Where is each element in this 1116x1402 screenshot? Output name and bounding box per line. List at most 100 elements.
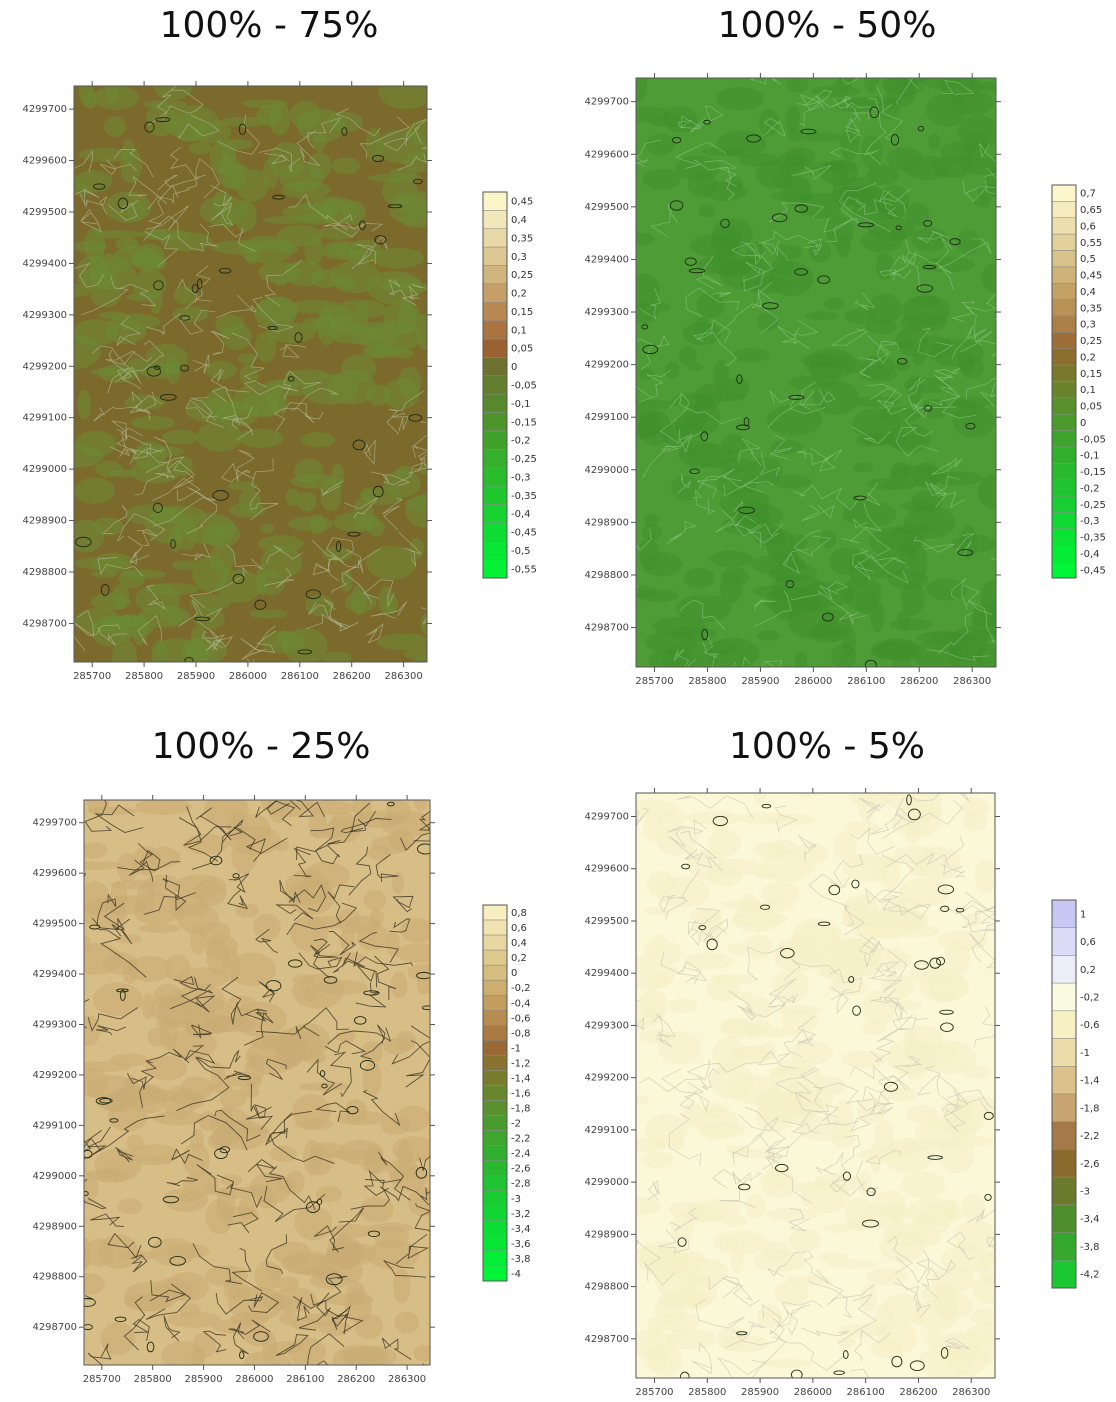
colorbar-swatch [482, 994, 508, 1011]
colorbar-label: -3,8 [1080, 1242, 1100, 1253]
y-tick-label: 4299100 [584, 1125, 629, 1136]
colorbar-swatch [482, 919, 508, 936]
colorbar-label: 0,1 [511, 325, 527, 336]
colorbar-swatch [1051, 899, 1077, 928]
colorbar-label: 0,25 [1080, 336, 1102, 347]
colorbar-swatch [482, 1205, 508, 1222]
colorbar-label: -0,6 [511, 1013, 531, 1024]
x-tick-label: 286200 [899, 1387, 937, 1398]
colorbar-label: -1,4 [511, 1073, 531, 1084]
colorbar-label: -0,25 [1080, 500, 1106, 511]
x-tick-label: 286000 [794, 676, 832, 687]
y-tick-label: 4298800 [584, 570, 629, 581]
y-tick-label: 4298700 [22, 618, 67, 629]
colorbar-swatch [482, 1055, 508, 1071]
chart-panel-100-25: 100% - 25% 285700 285800 285900 286000 28610… [0, 701, 558, 1402]
y-tick-label: 4298900 [22, 516, 67, 527]
colorbar-label: 0,55 [1080, 238, 1102, 249]
colorbar-label: -3,4 [1080, 1214, 1100, 1225]
colorbar-swatch [482, 1070, 508, 1086]
colorbar-swatch [482, 904, 508, 921]
colorbar-swatch [1051, 217, 1077, 235]
colorbar-label: -0,3 [1080, 516, 1100, 527]
colorbar-swatch [1051, 397, 1077, 415]
y-tick-label: 4299000 [584, 465, 629, 476]
colorbar-label: -0,25 [511, 454, 537, 465]
colorbar-swatch [482, 302, 508, 321]
x-tick-label: 286200 [333, 671, 371, 682]
colorbar-swatch [482, 375, 508, 395]
colorbar-swatch [482, 320, 508, 340]
x-tick-label: 285900 [184, 1374, 222, 1385]
colorbar-label: -0,15 [511, 417, 537, 428]
colorbar-label: -3 [511, 1194, 521, 1205]
colorbar-swatch [1051, 927, 1077, 956]
y-tick-label: 4299700 [584, 812, 629, 823]
colorbar-swatch [482, 357, 508, 377]
y-tick-label: 4299400 [32, 969, 77, 980]
colorbar-swatch [482, 964, 508, 981]
x-tick-label: 286300 [388, 1374, 426, 1385]
colorbar-swatch [1051, 512, 1077, 530]
colorbar-label: -0,6 [1080, 1020, 1100, 1031]
colorbar-swatch [482, 1220, 508, 1237]
colorbar-swatch [1051, 233, 1077, 251]
colorbar-label: 0,45 [511, 197, 533, 208]
y-tick-label: 4298900 [584, 1229, 629, 1240]
colorbar-label: 0,7 [1080, 189, 1096, 200]
colorbar-label: -3,8 [511, 1254, 531, 1265]
colorbar-label: -0,3 [511, 472, 531, 483]
colorbar-label: -0,8 [511, 1028, 531, 1039]
colorbar-swatch [1051, 348, 1077, 366]
y-tick-label: 4299300 [32, 1019, 77, 1030]
colorbar-label: 0,3 [511, 252, 527, 263]
y-tick-label: 4298900 [584, 517, 629, 528]
colorbar-swatch [482, 1130, 508, 1146]
colorbar-swatch [1051, 381, 1077, 399]
colorbar-swatch [482, 540, 508, 560]
chart-title: 100% - 5% [729, 726, 925, 767]
y-tick-label: 4299200 [32, 1070, 77, 1081]
colorbar-swatch [1051, 479, 1077, 497]
colorbar-swatch [482, 934, 508, 951]
colorbar-swatch [1051, 1066, 1077, 1095]
colorbar: 0,8 0,6 0,4 0,2 0 -0,2 -0,4 -0,6 -0,8 -1 -1,2 -1,4 -… [482, 904, 531, 1282]
colorbar-swatch [1051, 446, 1077, 464]
colorbar-label: 0,35 [511, 233, 533, 244]
colorbar-swatch [482, 338, 508, 358]
colorbar-swatch [482, 191, 508, 211]
colorbar-label: -0,2 [511, 436, 531, 447]
chart-panel-100-50: 100% - 50% 285700 285800 285900 286000 28610… [558, 0, 1116, 701]
colorbar-swatch [1051, 1260, 1077, 1289]
colorbar-swatch [482, 1250, 508, 1267]
x-tick-label: 285900 [741, 676, 779, 687]
colorbar-swatch [482, 265, 508, 285]
colorbar-label: -0,4 [511, 998, 531, 1009]
colorbar-label: -2 [511, 1119, 521, 1130]
contour-chart: 285700 285800 285900 286000 286100 286200 2863… [32, 795, 531, 1385]
colorbar-label: -0,15 [1080, 467, 1106, 478]
colorbar-label: -0,5 [511, 546, 531, 557]
x-tick-label: 286000 [229, 671, 267, 682]
colorbar-swatch [1051, 955, 1077, 984]
colorbar-label: -0,35 [1080, 533, 1106, 544]
colorbar-label: 1 [1080, 909, 1086, 920]
colorbar-label: -0,4 [511, 509, 531, 520]
y-tick-label: 4299100 [22, 413, 67, 424]
colorbar-swatch [1051, 184, 1077, 202]
colorbar-swatch [1051, 250, 1077, 268]
colorbar-swatch [482, 283, 508, 303]
y-tick-label: 4299300 [584, 307, 629, 318]
x-tick-label: 285700 [73, 671, 111, 682]
colorbar-label: -2,2 [511, 1134, 531, 1145]
colorbar-label: 0,2 [511, 289, 527, 300]
chart-panel-100-75: 100% - 75% 285700 285800 285900 286000 28610… [0, 0, 558, 701]
colorbar-swatch [482, 449, 508, 468]
x-tick-label: 286100 [286, 1374, 324, 1385]
colorbar-swatch [1051, 1038, 1077, 1067]
y-tick-label: 4299100 [32, 1120, 77, 1131]
colorbar-swatch [1051, 283, 1077, 300]
x-tick-label: 286000 [794, 1387, 832, 1398]
colorbar-swatch [1051, 463, 1077, 480]
colorbar-swatch [1051, 201, 1077, 218]
